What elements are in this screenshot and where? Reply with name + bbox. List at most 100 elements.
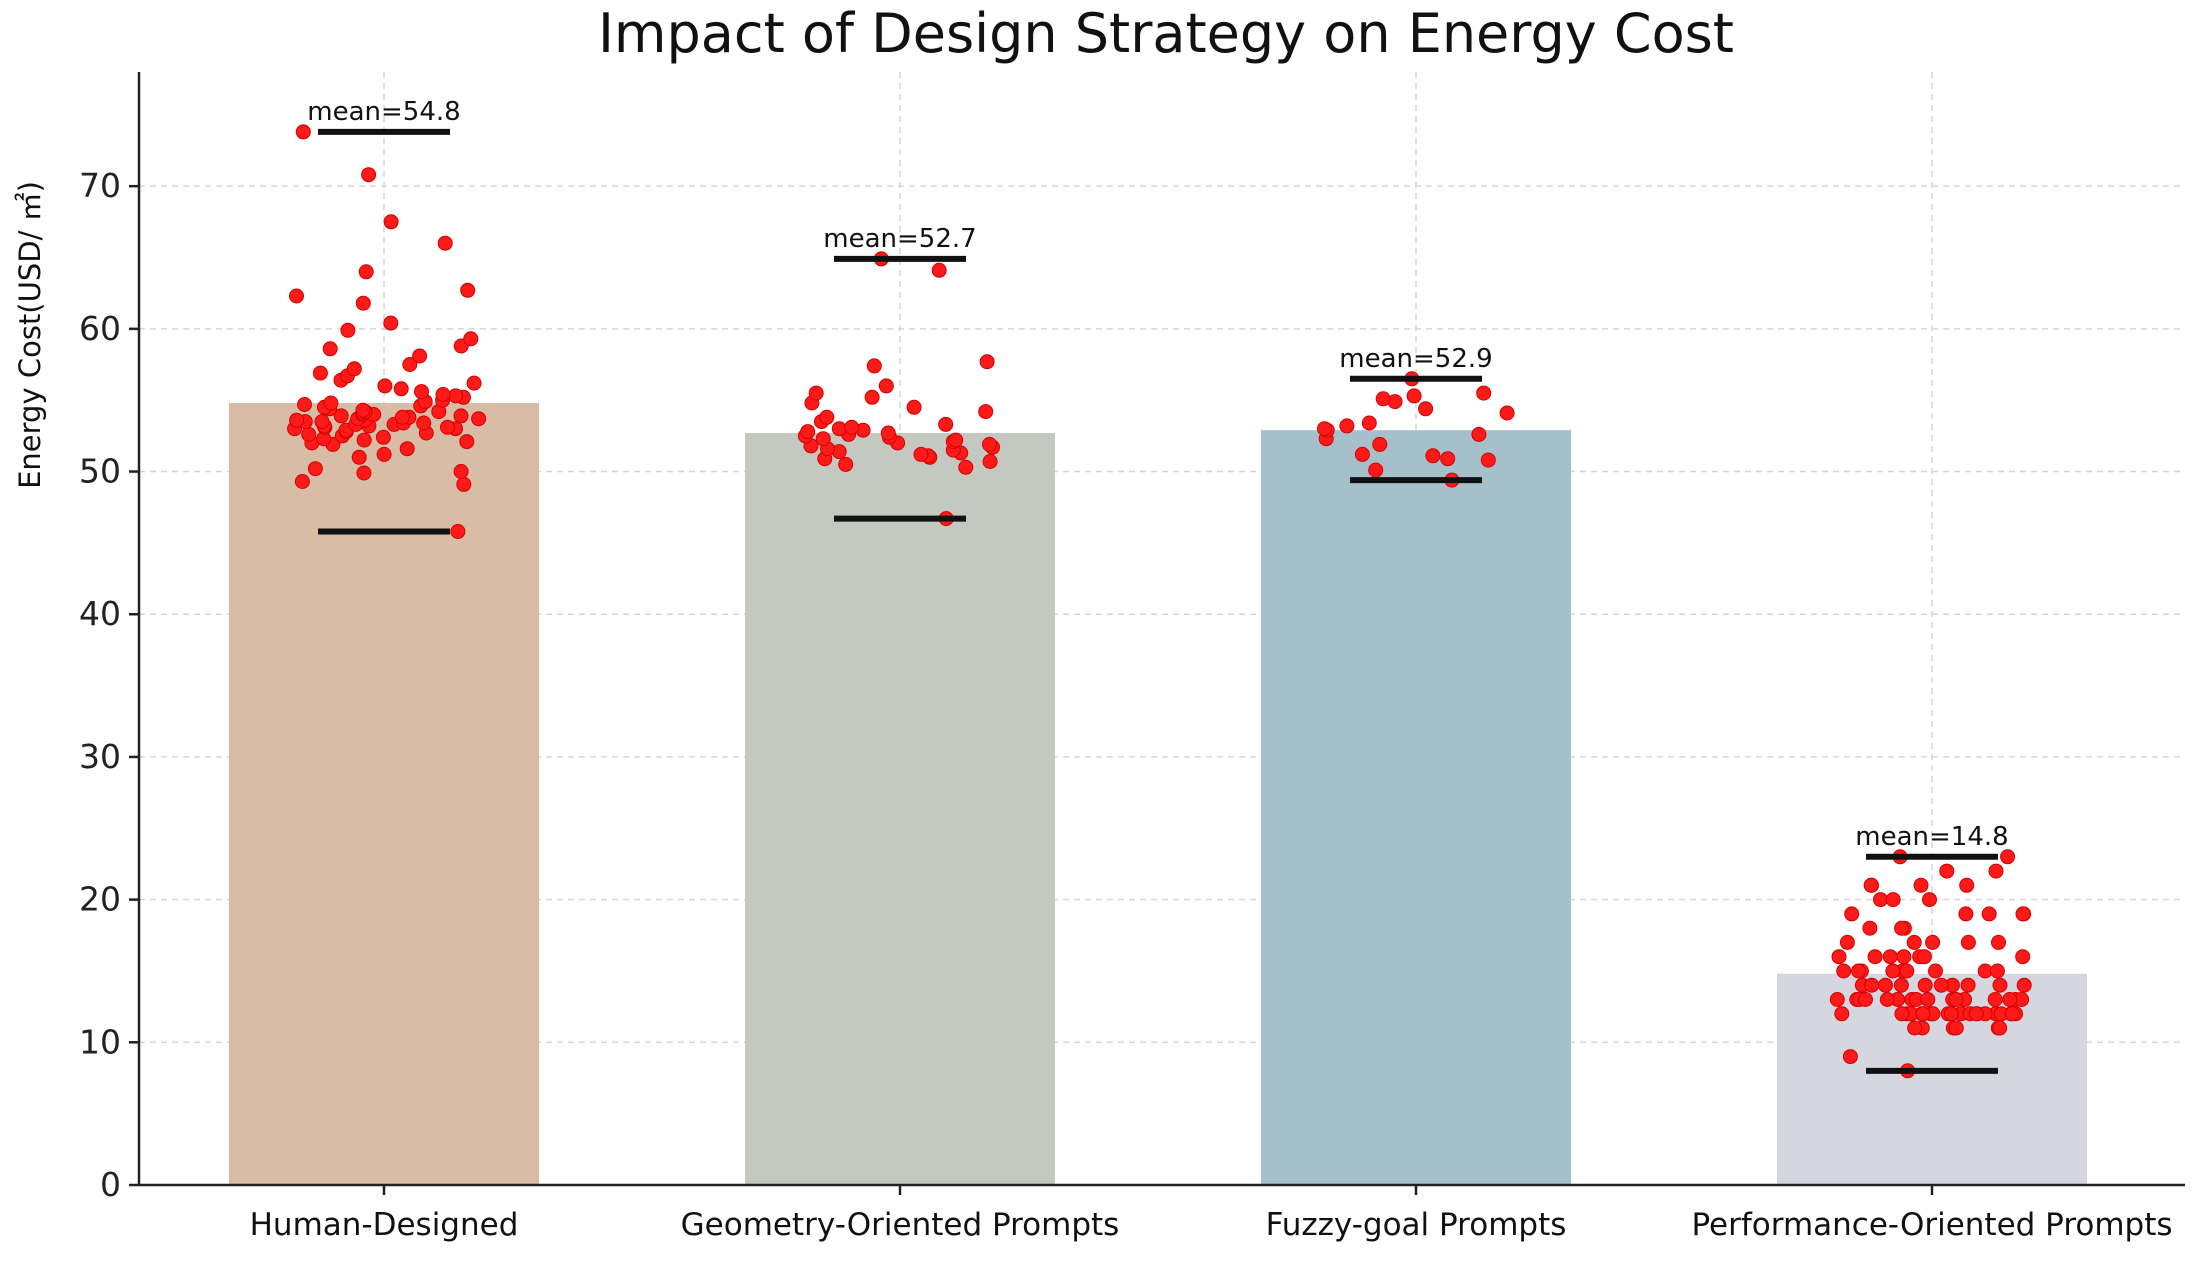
data-point	[1836, 963, 1852, 979]
data-point	[1844, 906, 1860, 922]
data-point	[323, 395, 339, 411]
data-point	[1339, 418, 1355, 434]
data-point	[982, 436, 997, 452]
data-point	[800, 424, 816, 440]
data-point	[355, 295, 371, 311]
data-point	[1834, 1006, 1850, 1022]
data-point	[1933, 977, 1949, 993]
data-point	[394, 409, 410, 425]
y-tick-label: 10	[79, 1022, 121, 1061]
data-point	[1992, 1020, 2008, 1036]
y-tick-label: 60	[79, 309, 121, 348]
data-point	[295, 124, 311, 140]
data-point	[1354, 446, 1370, 462]
data-point	[294, 474, 310, 489]
data-point	[1894, 1006, 1910, 1022]
data-point	[1899, 963, 1915, 979]
x-tick-label: Human-Designed	[250, 1207, 519, 1243]
chart-title: Impact of Design Strategy on Energy Cost	[598, 2, 1734, 65]
data-point	[1943, 1006, 1959, 1022]
data-point	[913, 446, 929, 462]
data-point	[815, 431, 831, 447]
data-point	[1913, 877, 1929, 893]
data-point	[1440, 451, 1456, 467]
data-point	[1960, 977, 1976, 993]
data-point	[1864, 977, 1880, 993]
y-tick-label: 70	[79, 166, 121, 205]
data-point	[1878, 977, 1893, 993]
data-point	[375, 429, 391, 445]
data-point	[383, 214, 399, 230]
data-point	[1368, 462, 1384, 478]
tick-layer: 0 10 20 30 40 50 60 70	[79, 166, 1934, 1204]
data-point	[440, 419, 455, 435]
data-point	[312, 365, 328, 381]
range-layer	[318, 128, 1998, 1074]
data-point	[333, 408, 349, 424]
data-point	[412, 348, 428, 364]
data-point	[838, 456, 854, 472]
data-point	[1988, 863, 2004, 879]
data-point	[1372, 436, 1388, 452]
data-point	[322, 341, 338, 357]
data-point	[1418, 401, 1434, 417]
data-point	[979, 354, 995, 370]
data-point	[1425, 448, 1441, 464]
data-point	[1925, 934, 1941, 950]
data-point	[383, 315, 399, 331]
data-point	[1858, 992, 1873, 1007]
data-point	[1991, 934, 2006, 950]
data-point	[1928, 963, 1943, 979]
data-point	[1317, 421, 1332, 437]
data-point	[1406, 388, 1422, 404]
data-point	[289, 412, 305, 428]
data-point	[1882, 949, 1898, 965]
label-layer: mean=54.8 Human-Designed mean=52.7 Geometry…	[250, 97, 2173, 1243]
data-point	[1863, 877, 1879, 893]
data-point	[1893, 977, 1909, 993]
data-point	[466, 375, 482, 391]
data-point	[948, 432, 964, 448]
data-point	[982, 454, 998, 469]
data-point	[2016, 977, 2032, 993]
x-tick-label: Geometry-Oriented Prompts	[681, 1207, 1120, 1243]
data-point	[1862, 920, 1878, 936]
y-tick-label: 20	[79, 880, 121, 919]
data-point	[1981, 906, 1997, 922]
data-point	[1907, 1020, 1923, 1036]
y-axis-label: Energy Cost(USD/ ㎡)	[13, 181, 47, 489]
mean-label: mean=14.8	[1855, 822, 2008, 852]
data-point	[844, 419, 860, 435]
bar-1	[229, 403, 539, 1185]
data-point	[2004, 1006, 2020, 1022]
data-point	[1476, 385, 1492, 401]
data-point	[1948, 992, 1964, 1007]
data-point	[1992, 977, 2008, 993]
bar-layer	[229, 403, 2087, 1185]
data-point	[2015, 906, 2031, 922]
data-point	[2002, 992, 2018, 1007]
data-point	[1960, 934, 1976, 950]
data-point	[2000, 849, 2016, 865]
data-point	[460, 282, 476, 298]
data-point	[297, 397, 312, 412]
data-point	[819, 409, 835, 425]
data-point	[1939, 863, 1955, 879]
data-point	[1968, 1006, 1984, 1022]
data-point	[416, 415, 432, 431]
data-point	[1987, 992, 2003, 1007]
data-point	[393, 381, 409, 397]
data-point	[1375, 391, 1391, 407]
x-tick-label: Fuzzy-goal Prompts	[1266, 1207, 1567, 1243]
data-point	[2015, 949, 2031, 965]
data-point	[1851, 963, 1866, 979]
bar-3	[1261, 430, 1571, 1185]
data-point	[301, 426, 317, 442]
data-point	[356, 432, 372, 448]
data-point	[1958, 906, 1974, 922]
data-point	[958, 459, 974, 475]
data-point	[1873, 892, 1888, 908]
data-point	[453, 464, 469, 479]
data-point	[459, 434, 475, 450]
data-point	[1922, 892, 1937, 908]
